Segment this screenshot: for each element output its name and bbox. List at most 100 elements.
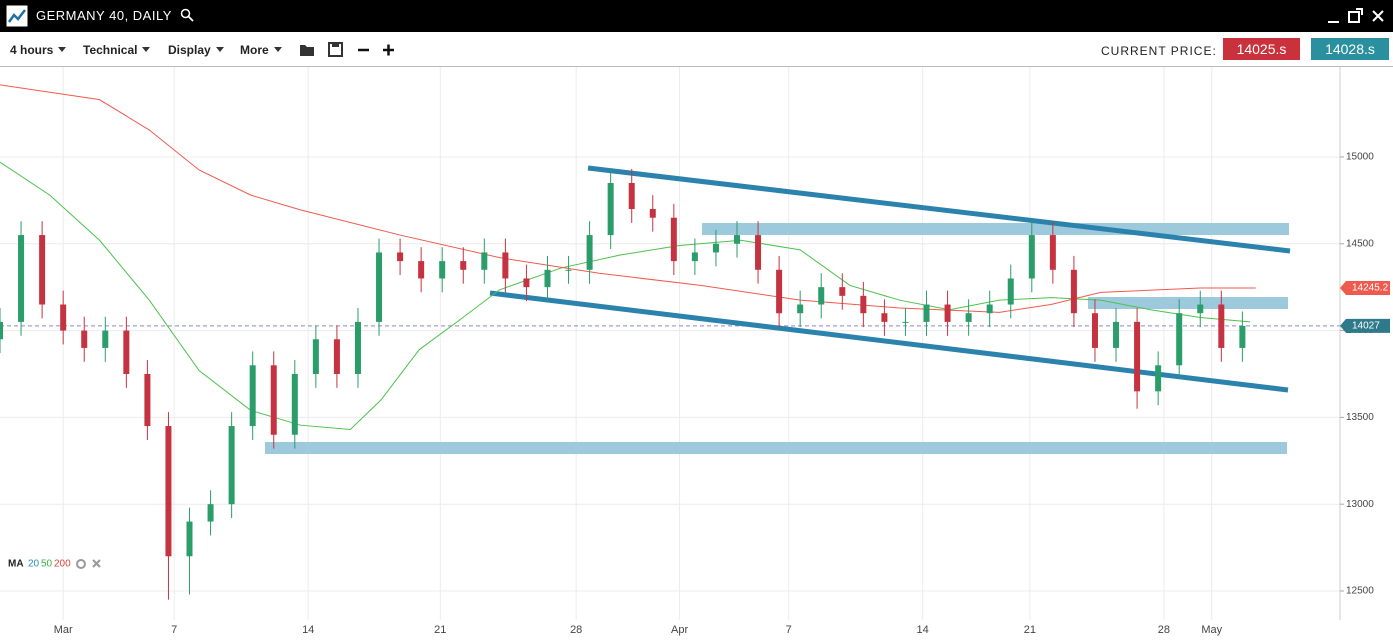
x-tick-label: 28 <box>570 624 582 636</box>
candle-body <box>144 373 151 427</box>
candle-body <box>797 304 804 314</box>
bid-price[interactable]: 14025.s <box>1223 38 1300 60</box>
ask-price[interactable]: 14028.s <box>1311 38 1389 60</box>
candle-body <box>102 330 109 348</box>
y-tick-label: 12500 <box>1346 586 1374 597</box>
x-tick-label: 7 <box>171 624 177 636</box>
candle-body <box>712 243 719 253</box>
x-tick-label: 7 <box>786 624 792 636</box>
drawings <box>265 165 1291 454</box>
candle-body <box>81 330 88 348</box>
candle-body <box>376 252 383 322</box>
candle-body <box>354 321 361 374</box>
candle-body <box>923 304 930 322</box>
candle-body <box>418 261 425 279</box>
candle-body <box>860 295 867 314</box>
candle-body <box>1218 304 1225 348</box>
candle-body <box>123 330 130 374</box>
moving-average <box>0 161 1251 431</box>
price-tag-label: 14027 <box>1352 321 1380 332</box>
candle-body <box>1113 321 1120 348</box>
close-icon[interactable] <box>92 559 101 568</box>
candle-body <box>818 287 825 305</box>
resistance-zone <box>1088 297 1288 309</box>
legend-label: MA <box>8 559 24 570</box>
x-tick-label: 21 <box>1024 624 1036 636</box>
candle-body <box>460 261 467 270</box>
candle-body <box>902 321 909 323</box>
more-menu[interactable]: More <box>240 43 282 57</box>
price-tag <box>1340 280 1390 295</box>
instrument-title: GERMANY 40, DAILY <box>36 8 172 23</box>
candle-body <box>312 339 319 374</box>
price-tag-label: 14245.2 <box>1352 283 1389 294</box>
candle-body <box>228 426 235 505</box>
y-tick-label: 15000 <box>1346 152 1374 163</box>
candle-body <box>1134 321 1141 392</box>
candle-body <box>1007 278 1014 305</box>
window-controls[interactable] <box>1326 7 1388 27</box>
price-tag <box>1340 318 1390 333</box>
x-tick-label: 21 <box>434 624 446 636</box>
y-tick-label: 14500 <box>1346 238 1374 249</box>
interval-menu[interactable]: 4 hours <box>10 43 66 57</box>
legend-item: 50 <box>41 559 53 570</box>
candle-body <box>670 217 677 262</box>
candle-body <box>18 235 25 322</box>
candle-body <box>1028 235 1035 279</box>
candle-body <box>944 304 951 322</box>
x-tick-label: 28 <box>1158 624 1170 636</box>
candle-body <box>0 321 3 340</box>
x-tick-label: May <box>1201 624 1222 636</box>
legend-item: 20 <box>28 559 40 570</box>
ma-legend: MA 20 50 200 <box>8 559 101 570</box>
toolbar: 4 hours Technical Display More CURRENT P… <box>0 32 1393 67</box>
candle-body <box>734 235 740 244</box>
display-menu[interactable]: Display <box>168 43 224 57</box>
candle-body <box>1176 313 1183 366</box>
settings-icon[interactable] <box>76 559 86 569</box>
technical-menu[interactable]: Technical <box>83 43 150 57</box>
plot <box>0 84 1256 600</box>
resistance-zone <box>702 223 1289 235</box>
candle-body <box>207 504 214 522</box>
candle-body <box>691 252 698 262</box>
candle-body <box>628 182 635 210</box>
moving-average <box>0 84 1256 313</box>
candle-body <box>60 304 67 331</box>
candle-body <box>1070 269 1077 314</box>
candle-body <box>333 339 340 374</box>
candle-body <box>186 521 193 557</box>
candle-body <box>755 235 762 270</box>
candle-body <box>986 304 993 314</box>
candle-body <box>397 252 404 262</box>
candle-body <box>565 269 572 271</box>
candle-body <box>1091 313 1098 348</box>
search-icon[interactable] <box>180 8 194 22</box>
channel-bottom <box>489 290 1289 393</box>
candle-body <box>1239 325 1246 348</box>
candle-body <box>1155 365 1162 392</box>
grid <box>0 67 1340 620</box>
candle-body <box>481 252 488 270</box>
chart: MA 20 50 200 125001300013500140001450015… <box>0 67 1390 636</box>
current-price-caption: CURRENT PRICE: <box>1101 44 1217 58</box>
candle-body <box>165 426 172 557</box>
candle-body <box>270 365 277 435</box>
candle-body <box>607 182 614 236</box>
channel-top <box>587 165 1291 254</box>
x-tick-label: 14 <box>917 624 929 636</box>
candle-body <box>523 278 530 288</box>
x-tick-label: Mar <box>54 624 73 636</box>
y-tick-label: 13500 <box>1346 412 1374 423</box>
candle-body <box>291 373 298 435</box>
candle-body <box>649 209 656 218</box>
candle-body <box>39 235 46 305</box>
support-zone <box>265 442 1287 454</box>
candle-body <box>1049 235 1056 270</box>
x-tick-label: 14 <box>302 624 314 636</box>
candle-body <box>439 261 446 279</box>
candle-body <box>776 269 783 314</box>
toolbar-icons[interactable] <box>298 40 398 60</box>
